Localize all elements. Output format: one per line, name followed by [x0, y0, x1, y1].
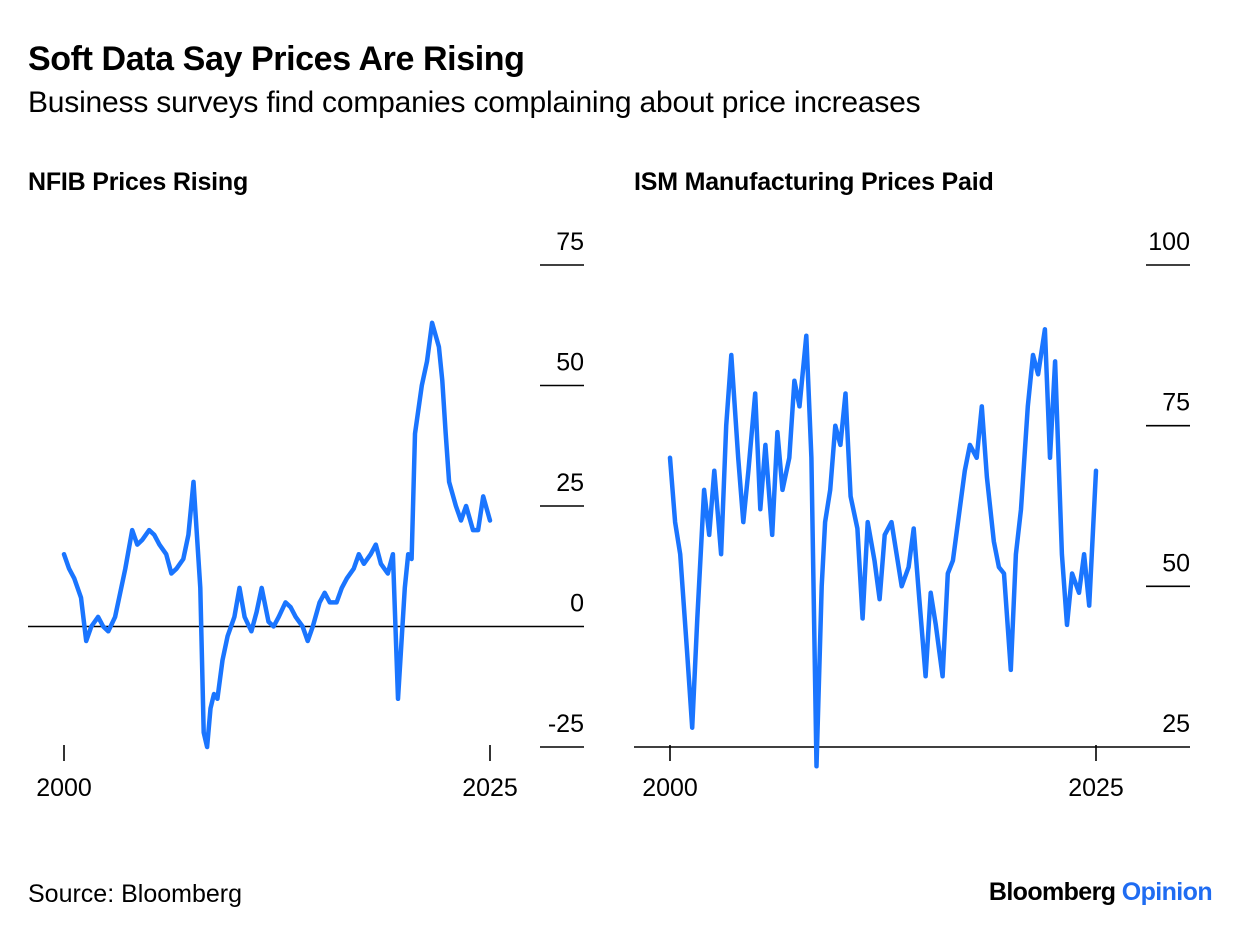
- series-line: [61, 320, 493, 750]
- y-tick-label: 25: [556, 469, 584, 497]
- x-tick-label: 2000: [36, 774, 92, 802]
- y-tick-label: 50: [556, 349, 584, 377]
- panel-title-ism: ISM Manufacturing Prices Paid: [634, 168, 994, 196]
- brand-logo: Bloomberg Opinion: [988, 878, 1213, 907]
- x-tick-label: 2000: [642, 774, 698, 802]
- chart-title: Soft Data Say Prices Are Rising: [28, 40, 525, 78]
- y-tick-label: 0: [570, 590, 584, 618]
- y-tick-label: 25: [1162, 710, 1190, 738]
- ism-chart: 100 75 50 25 2000 2025: [634, 228, 1190, 802]
- brand-main: Bloomberg: [988, 878, 1116, 906]
- y-tick-label: -25: [548, 710, 584, 738]
- y-tick-label: 75: [556, 228, 584, 256]
- y-tick-label: 75: [1162, 389, 1190, 417]
- y-tick-label: 100: [1148, 228, 1190, 256]
- x-tick-label: 2025: [462, 774, 518, 802]
- source-note: Source: Bloomberg: [28, 880, 243, 908]
- panel-title-nfib: NFIB Prices Rising: [28, 168, 249, 196]
- brand-accent: Opinion: [1121, 878, 1213, 906]
- y-tick-label: 50: [1162, 549, 1190, 577]
- nfib-chart: 75 50 25 0 -25 2000 2025: [28, 228, 584, 802]
- x-tick-label: 2025: [1068, 774, 1124, 802]
- chart-subtitle: Business surveys find companies complain…: [28, 86, 921, 119]
- series-line: [667, 327, 1099, 769]
